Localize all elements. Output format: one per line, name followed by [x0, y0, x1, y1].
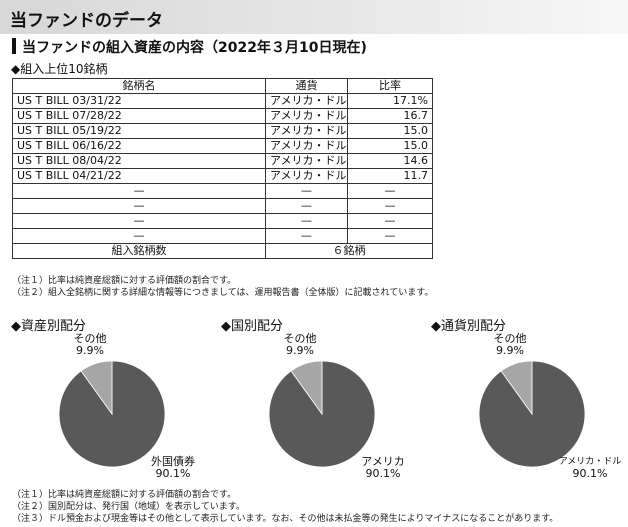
holding-currency: アメリカ・ドル [265, 168, 348, 184]
holding-name: US T BILL 05/19/22 [12, 123, 266, 139]
holding-currency: アメリカ・ドル [265, 108, 348, 124]
slice-value: 90.1% [365, 467, 401, 480]
pie-title-asset: ◆資産別配分 [11, 319, 86, 334]
holding-name: US T BILL 07/28/22 [12, 108, 266, 124]
holding-currency: アメリカ・ドル [265, 138, 348, 154]
top10-title: ◆組入上位10銘柄 [11, 62, 108, 76]
table-row: — — — [12, 198, 433, 214]
chart-note-1: （注１）比率は純資産総額に対する評価額の割合です。 [12, 490, 237, 500]
holding-currency: — [265, 183, 348, 199]
slice-label: その他 [493, 332, 527, 345]
pie-chart-country [268, 360, 376, 468]
holding-ratio: 15.0 [347, 123, 433, 139]
holding-currency: アメリカ・ドル [265, 93, 348, 109]
holding-ratio: 15.0 [347, 138, 433, 154]
pie-label-main: 外国債券 90.1% [144, 456, 202, 480]
total-value: ６銘柄 [265, 243, 433, 259]
table-note-2: （注２）組入全銘柄に関する詳細な情報等につきましては、運用報告書（全体版）に記載… [12, 288, 434, 298]
page-title: 当ファンドのデータ [10, 11, 163, 31]
slice-value: 90.1% [572, 467, 608, 480]
pie-label-other: その他 9.9% [278, 333, 322, 357]
pie-slice-1 [80, 360, 113, 416]
holding-name: — [12, 213, 266, 229]
pie-chart-asset [58, 360, 166, 468]
pie-slice-1 [500, 360, 533, 416]
holding-name: US T BILL 03/31/22 [12, 93, 266, 109]
pie-label-main: アメリカ・ドル 90.1% [556, 456, 624, 480]
slice-label: 外国債券 [151, 455, 195, 468]
holding-ratio: — [347, 213, 433, 229]
holding-ratio: — [347, 183, 433, 199]
total-label: 組入銘柄数 [12, 243, 266, 259]
table-row: US T BILL 08/04/22 アメリカ・ドル 14.6 [12, 153, 433, 169]
header-name: 銘柄名 [12, 78, 266, 94]
slice-value: 9.9% [496, 344, 524, 357]
holding-name: — [12, 183, 266, 199]
slice-label: アメリカ [361, 455, 405, 468]
holding-name: — [12, 198, 266, 214]
table-row: — — — [12, 183, 433, 199]
holdings-table: 銘柄名 通貨 比率 US T BILL 03/31/22 アメリカ・ドル 17.… [12, 78, 433, 259]
table-row: US T BILL 06/16/22 アメリカ・ドル 15.0 [12, 138, 433, 154]
holding-name: US T BILL 04/21/22 [12, 168, 266, 184]
header-bar [0, 0, 628, 34]
header-currency: 通貨 [265, 78, 348, 94]
slice-value: 90.1% [155, 467, 191, 480]
holding-ratio: 16.7 [347, 108, 433, 124]
slice-value: 9.9% [76, 344, 104, 357]
holding-name: — [12, 228, 266, 244]
pie-slice-1 [290, 360, 323, 416]
holding-ratio: 17.1% [347, 93, 433, 109]
table-row: US T BILL 04/21/22 アメリカ・ドル 11.7 [12, 168, 433, 184]
holding-currency: — [265, 198, 348, 214]
holding-ratio: — [347, 198, 433, 214]
section-marker [12, 38, 16, 54]
table-row: — — — [12, 228, 433, 244]
table-header-row: 銘柄名 通貨 比率 [12, 78, 433, 94]
table-total-row: 組入銘柄数 ６銘柄 [12, 243, 433, 259]
header-ratio: 比率 [347, 78, 433, 94]
pie-label-other: その他 9.9% [488, 333, 532, 357]
table-note-1: （注１）比率は純資産総額に対する評価額の割合です。 [12, 276, 237, 286]
chart-note-3: （注３）ドル預金および現金等はその他として表示しています。なお、その他は未払金等… [12, 514, 559, 524]
pie-label-other: その他 9.9% [68, 333, 112, 357]
holding-name: US T BILL 06/16/22 [12, 138, 266, 154]
table-row: — — — [12, 213, 433, 229]
pie-label-main: アメリカ 90.1% [356, 456, 410, 480]
pie-chart-currency [478, 360, 586, 468]
slice-label: アメリカ・ドル [558, 457, 622, 467]
table-row: US T BILL 07/28/22 アメリカ・ドル 16.7 [12, 108, 433, 124]
holding-ratio: 11.7 [347, 168, 433, 184]
holding-currency: アメリカ・ドル [265, 153, 348, 169]
section-title: 当ファンドの組入資産の内容（2022年３月10日現在) [22, 40, 367, 56]
chart-note-2: （注２）国別配分は、発行国（地域）を表示しています。 [12, 502, 245, 512]
holding-name: US T BILL 08/04/22 [12, 153, 266, 169]
pie-title-country: ◆国別配分 [221, 319, 283, 334]
slice-label: その他 [283, 332, 317, 345]
slice-label: その他 [73, 332, 107, 345]
holding-ratio: — [347, 228, 433, 244]
slice-value: 9.9% [286, 344, 314, 357]
table-row: US T BILL 05/19/22 アメリカ・ドル 15.0 [12, 123, 433, 139]
pie-title-currency: ◆通貨別配分 [431, 319, 506, 334]
holding-currency: — [265, 228, 348, 244]
table-row: US T BILL 03/31/22 アメリカ・ドル 17.1% [12, 93, 433, 109]
holding-currency: — [265, 213, 348, 229]
holding-ratio: 14.6 [347, 153, 433, 169]
holding-currency: アメリカ・ドル [265, 123, 348, 139]
